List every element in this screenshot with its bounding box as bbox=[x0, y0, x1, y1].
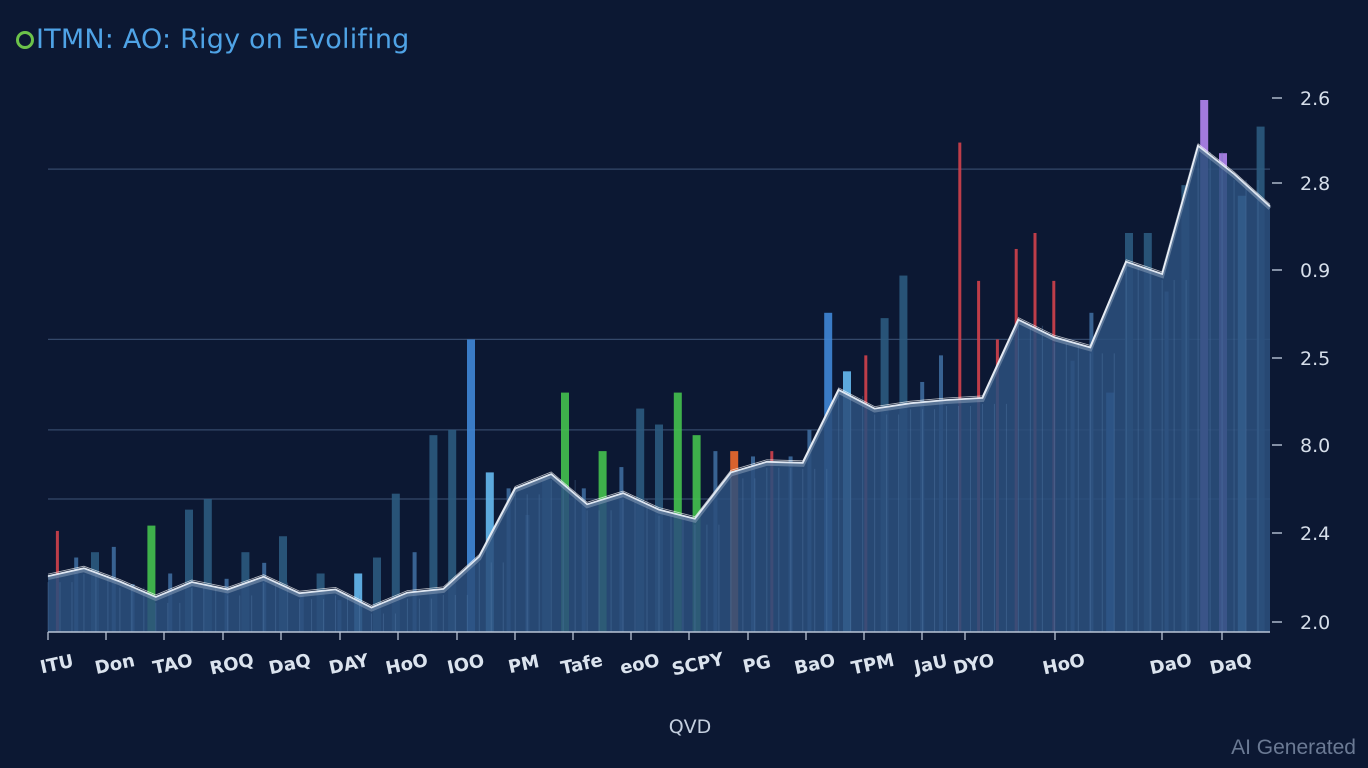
logo-icon bbox=[16, 30, 34, 49]
x-tick-label: Don bbox=[93, 650, 137, 679]
chart-title-text: ITMN: AO: Rigy on Evolifing bbox=[36, 24, 410, 55]
x-tick-labels: ITU Don TAO ROQ DaQ DAY HoO IOO PM Tafe eoO SCPY PG B… bbox=[38, 632, 1254, 680]
chart-title: ITMN: AO: Rigy on Evolifing bbox=[16, 24, 409, 55]
y-tick-label: 2.5 bbox=[1300, 348, 1330, 370]
x-tick-label: DaQ bbox=[1208, 650, 1254, 679]
y-tick-label: 2.8 bbox=[1300, 173, 1330, 195]
x-tick-label: DaO bbox=[1148, 650, 1194, 679]
watermark: AI Generated bbox=[1231, 736, 1356, 759]
x-tick-label: ROQ bbox=[208, 650, 256, 680]
y-tick-label: 2.4 bbox=[1300, 523, 1330, 545]
trend-line-shadow bbox=[47, 144, 1272, 612]
x-tick-label: DaQ bbox=[267, 650, 313, 679]
y-tick-label: 2.0 bbox=[1300, 612, 1330, 634]
x-tick-label: IOO bbox=[445, 650, 486, 678]
x-tick-label: TAO bbox=[151, 650, 195, 679]
bar bbox=[373, 557, 381, 632]
bar bbox=[958, 142, 962, 632]
y-tick-label: 2.6 bbox=[1300, 88, 1330, 110]
trend-area-fill bbox=[48, 145, 1270, 633]
bar bbox=[467, 339, 475, 632]
x-tick-label: PM bbox=[506, 651, 541, 678]
x-axis-label: QVD bbox=[669, 716, 712, 738]
bar bbox=[185, 509, 193, 632]
x-tick-label: JaU bbox=[910, 651, 949, 679]
y-tick-label: 8.0 bbox=[1300, 435, 1330, 457]
x-tick-label: TPM bbox=[849, 650, 896, 680]
x-tick-label: ITU bbox=[38, 651, 75, 679]
x-tick-label: eoO bbox=[618, 650, 661, 679]
bar bbox=[429, 435, 438, 632]
x-tick-label: SCPY bbox=[670, 649, 727, 681]
x-tick-label: DYO bbox=[951, 650, 996, 679]
bar bbox=[448, 429, 457, 632]
y-tick-labels: 2.6 2.8 0.9 2.5 8.0 2.4 2.0 bbox=[1272, 88, 1330, 634]
x-tick-label: BaO bbox=[793, 650, 838, 679]
trend-line-highlight bbox=[47, 143, 1271, 606]
x-tick-label: Tafe bbox=[559, 650, 605, 679]
bar bbox=[391, 493, 400, 632]
x-tick-label: HoO bbox=[384, 650, 430, 679]
x-tick-label: HoO bbox=[1041, 650, 1087, 679]
bar bbox=[203, 499, 212, 632]
bar bbox=[279, 536, 287, 632]
trend-area bbox=[47, 143, 1272, 633]
y-tick-label: 0.9 bbox=[1300, 260, 1330, 282]
x-tick-label: PG bbox=[741, 651, 773, 677]
bar bbox=[147, 525, 156, 632]
trend-line bbox=[47, 144, 1271, 609]
x-tick-label: DAY bbox=[327, 650, 372, 679]
